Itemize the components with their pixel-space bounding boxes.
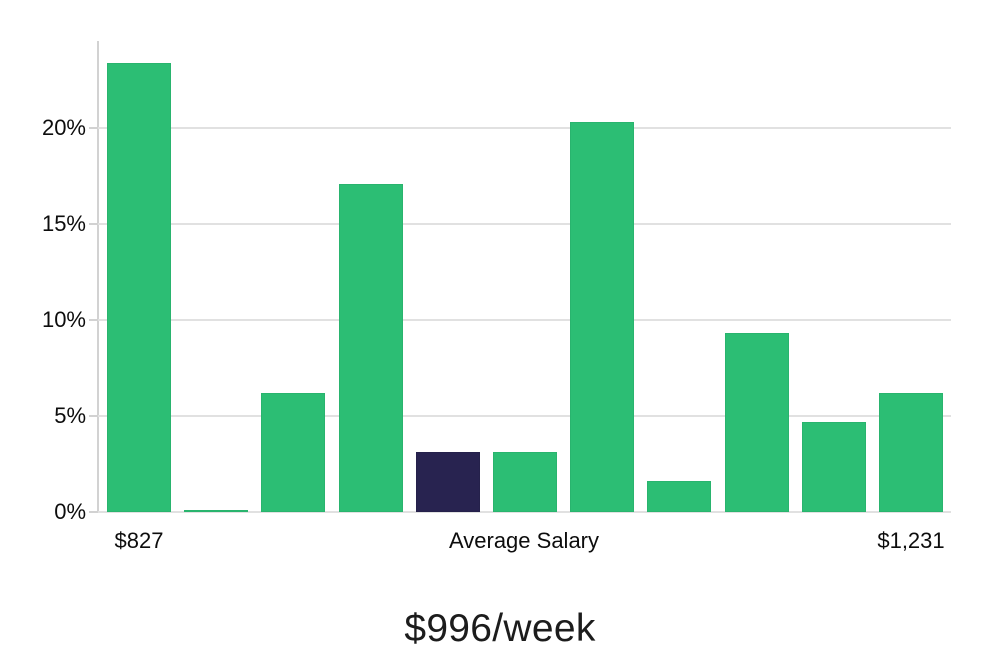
bar xyxy=(261,392,326,512)
y-axis-tick xyxy=(89,223,98,225)
y-axis-tick xyxy=(89,319,98,321)
y-axis-tick xyxy=(89,127,98,129)
bar xyxy=(801,421,866,512)
gridline-15 xyxy=(97,223,951,225)
bar xyxy=(338,183,403,512)
y-axis-tick xyxy=(89,415,98,417)
bar xyxy=(493,452,557,512)
y-tick-label: 15% xyxy=(41,211,86,236)
bar xyxy=(570,122,635,512)
gridline-20 xyxy=(97,127,951,129)
x-tick-label: Average Salary xyxy=(448,528,599,553)
gridline-0 xyxy=(97,511,951,513)
x-tick-label: $827 xyxy=(114,528,164,553)
y-tick-label: 20% xyxy=(41,115,86,140)
bar xyxy=(879,392,943,512)
gridline-10 xyxy=(97,319,951,321)
y-axis-tick xyxy=(89,511,98,513)
bar xyxy=(184,510,249,512)
x-tick-label: $1,231 xyxy=(877,528,945,553)
y-tick-label: 0% xyxy=(54,499,86,524)
bar xyxy=(647,481,712,512)
bar xyxy=(107,62,171,512)
y-tick-label: 5% xyxy=(54,403,86,428)
y-axis-line xyxy=(97,41,99,513)
y-tick-label: 10% xyxy=(41,307,86,332)
gridline-5 xyxy=(97,415,951,417)
bar xyxy=(724,333,789,512)
bar-highlighted-average xyxy=(415,452,480,512)
chart-title: $996/week xyxy=(404,607,596,650)
